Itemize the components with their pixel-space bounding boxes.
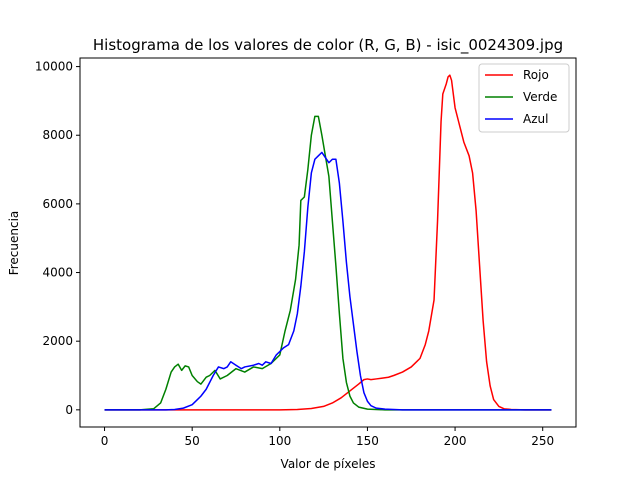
- x-tick-label: 200: [444, 434, 467, 448]
- x-axis-ticks: 0 50 100 150 200 250: [101, 427, 554, 448]
- y-tick-label: 4000: [42, 266, 73, 280]
- y-tick-label: 2000: [42, 334, 73, 348]
- x-tick-label: 50: [185, 434, 200, 448]
- chart-title: Histograma de los valores de color (R, G…: [93, 36, 563, 55]
- series-line-verde: [104, 115, 552, 411]
- plot-frame: [79, 57, 577, 428]
- x-tick-label: 0: [101, 434, 109, 448]
- legend: Rojo Verde Azul: [478, 63, 570, 133]
- y-tick-label: 0: [65, 403, 73, 417]
- y-tick-label: 8000: [42, 128, 73, 142]
- x-tick-label: 100: [268, 434, 291, 448]
- legend-label-azul: Azul: [523, 112, 548, 126]
- legend-label-verde: Verde: [523, 90, 557, 104]
- y-axis-label: Frecuencia: [7, 211, 21, 276]
- y-axis-ticks: 0 2000 4000 6000 8000 10000: [35, 60, 80, 417]
- legend-box: [478, 63, 570, 133]
- y-tick-label: 6000: [42, 197, 73, 211]
- x-tick-label: 250: [531, 434, 554, 448]
- x-tick-label: 150: [356, 434, 379, 448]
- y-tick-label: 10000: [35, 60, 73, 74]
- x-axis-label: Valor de píxeles: [281, 457, 376, 471]
- series-layer: [104, 74, 552, 411]
- series-line-azul: [104, 151, 552, 411]
- legend-label-rojo: Rojo: [523, 68, 549, 82]
